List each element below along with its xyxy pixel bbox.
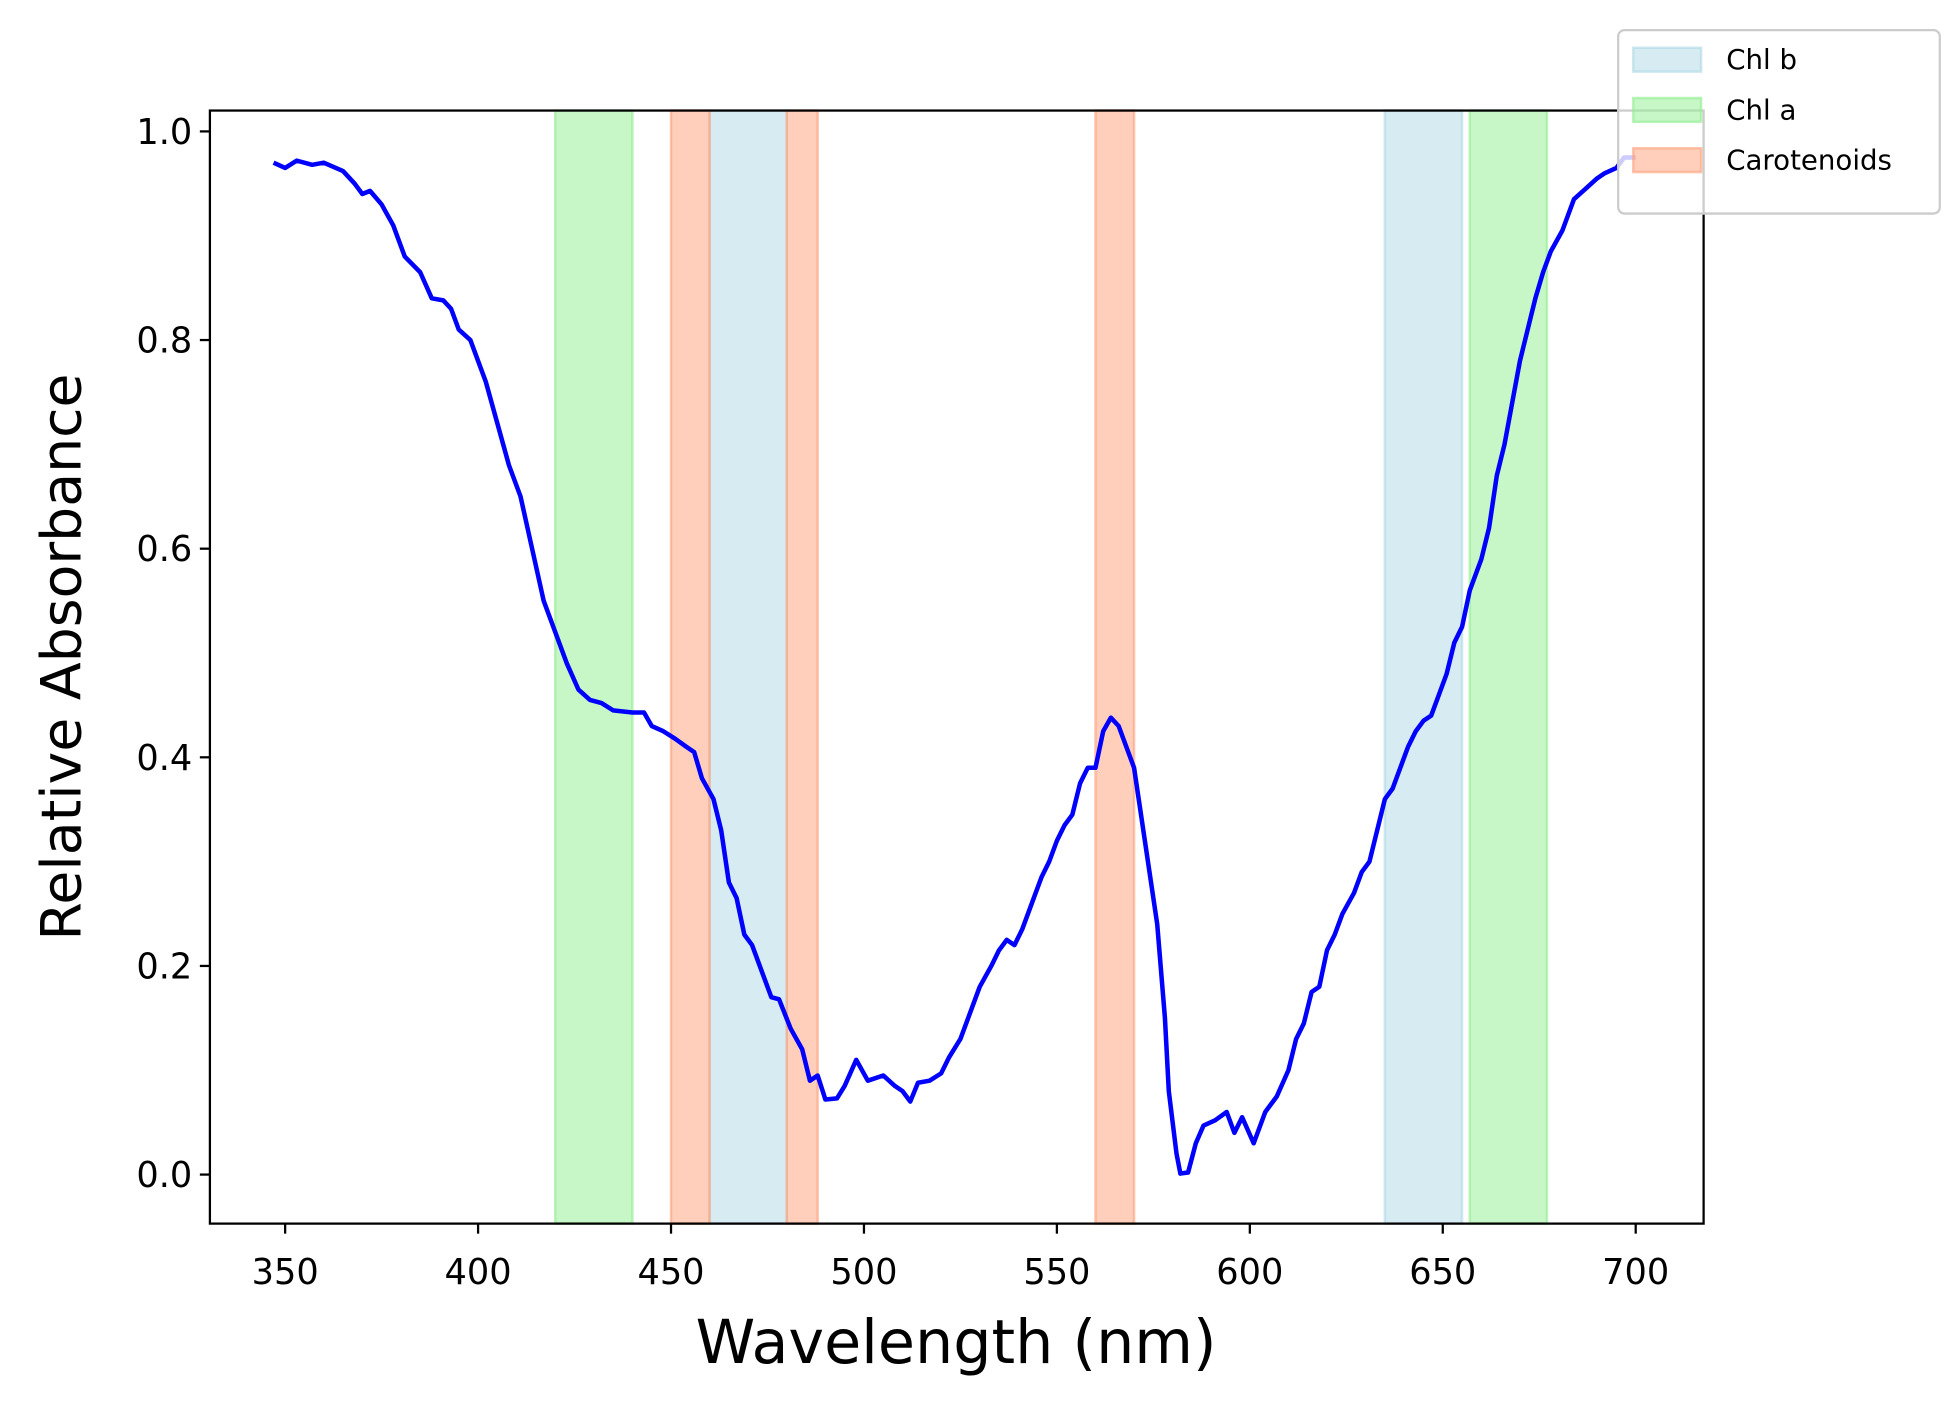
legend-swatch — [1632, 146, 1703, 174]
band — [1468, 109, 1549, 1225]
y-tick-label: 0.0 — [136, 1155, 192, 1196]
x-tick-label: 350 — [252, 1252, 319, 1293]
y-tick-label: 0.4 — [136, 738, 192, 779]
y-tick-label: 1.0 — [136, 112, 192, 153]
x-tick-label: 500 — [830, 1252, 897, 1293]
legend-swatch — [1632, 46, 1703, 73]
data-line — [272, 155, 1636, 1176]
x-tick-label: 600 — [1216, 1252, 1283, 1293]
legend-swatch — [1632, 96, 1703, 124]
x-tick-label: 450 — [637, 1252, 704, 1293]
band — [708, 109, 789, 1225]
x-tick-label: 650 — [1409, 1252, 1476, 1293]
x-tick-label: 700 — [1602, 1252, 1669, 1293]
y-tick-label: 0.6 — [136, 529, 192, 570]
legend-label: Carotenoids — [1726, 144, 1892, 177]
band — [669, 109, 711, 1225]
legend: Chl b Chl a Carotenoids — [1617, 29, 1941, 215]
y-axis-label: Relative Absorbance — [31, 374, 95, 941]
legend-label: Chl b — [1726, 43, 1797, 76]
y-tick-label: 0.8 — [136, 321, 192, 362]
legend-label: Chl a — [1726, 93, 1796, 126]
plot-frame — [208, 109, 1705, 1225]
band — [1094, 109, 1136, 1225]
x-axis-label: Wavelength (nm) — [696, 1308, 1217, 1378]
y-tick-label: 0.2 — [136, 947, 192, 988]
x-tick-label: 550 — [1023, 1252, 1090, 1293]
x-tick-label: 400 — [445, 1252, 512, 1293]
